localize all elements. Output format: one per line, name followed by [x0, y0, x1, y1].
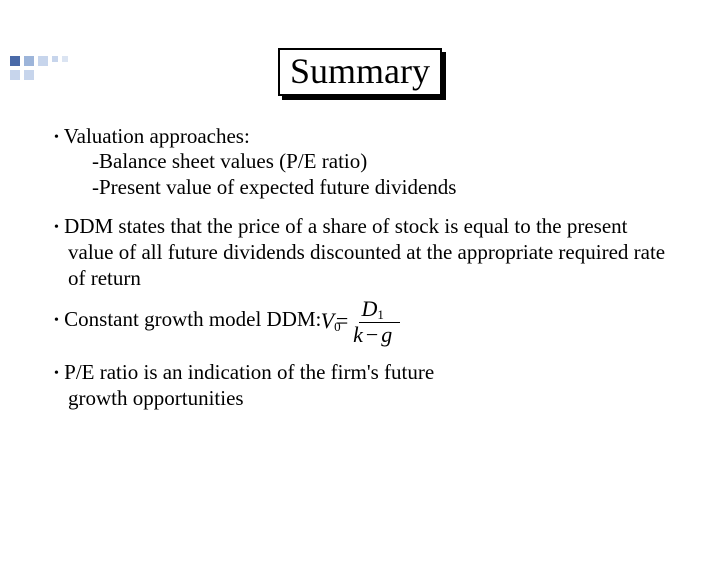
- deco-square: [62, 56, 68, 62]
- bullet-3: • Constant growth model DDM: V0 = D1 k−g: [54, 297, 666, 346]
- formula-v: V: [321, 308, 334, 333]
- bullet-4-cont: growth opportunities: [54, 386, 666, 412]
- deco-square: [10, 56, 20, 66]
- title-shadow: Summary: [278, 48, 442, 96]
- bullet-dot-icon: •: [54, 220, 59, 235]
- bullet-dot-icon: •: [54, 366, 59, 381]
- formula-denominator: k−g: [359, 323, 400, 346]
- deco-square: [24, 70, 34, 80]
- bullet-dot-icon: •: [54, 130, 59, 145]
- bullet-3-text: Constant growth model DDM:: [64, 307, 321, 331]
- ddm-formula: V0 = D1 k−g: [349, 297, 401, 346]
- corner-decoration: [0, 48, 120, 88]
- formula-d-sub: 1: [377, 307, 384, 322]
- bullet-1-sub-a: -Balance sheet values (P/E ratio): [54, 149, 666, 175]
- deco-square: [38, 56, 48, 66]
- bullet-4-text: P/E ratio is an indication of the firm's…: [64, 360, 434, 384]
- bullet-2: • DDM states that the price of a share o…: [54, 214, 666, 291]
- formula-k: k: [353, 322, 363, 347]
- slide-title: Summary: [278, 48, 442, 96]
- bullet-4: • P/E ratio is an indication of the firm…: [54, 360, 666, 386]
- bullet-1-sub-b: -Present value of expected future divide…: [54, 175, 666, 201]
- bullet-1: • Valuation approaches:: [54, 124, 666, 150]
- formula-d: D: [362, 296, 378, 321]
- deco-square: [10, 70, 20, 80]
- formula-numerator: D1: [359, 297, 400, 323]
- bullet-2-text: DDM states that the price of a share of …: [64, 214, 665, 289]
- slide-body: • Valuation approaches: -Balance sheet v…: [54, 124, 666, 412]
- formula-fraction: D1 k−g: [359, 297, 400, 346]
- bullet-dot-icon: •: [54, 313, 59, 328]
- deco-square: [52, 56, 58, 62]
- formula-g: g: [381, 322, 392, 347]
- bullet-1-text: Valuation approaches:: [64, 124, 250, 148]
- deco-square: [24, 56, 34, 66]
